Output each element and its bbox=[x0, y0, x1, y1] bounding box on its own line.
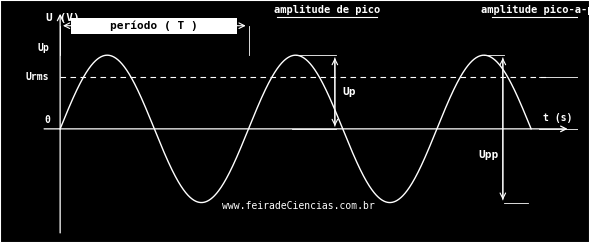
Text: t (s): t (s) bbox=[543, 113, 572, 123]
Text: U (V): U (V) bbox=[46, 13, 80, 23]
Text: Urms: Urms bbox=[25, 72, 49, 82]
Text: amplitude de pico: amplitude de pico bbox=[274, 5, 380, 15]
Text: Upp: Upp bbox=[478, 150, 498, 160]
Text: Up: Up bbox=[343, 87, 356, 97]
Text: amplitude pico-a-pico: amplitude pico-a-pico bbox=[481, 5, 590, 15]
Bar bbox=[71, 17, 237, 34]
Text: Up: Up bbox=[37, 43, 49, 53]
Text: 0: 0 bbox=[45, 115, 51, 125]
Text: www.feiradeCiencias.com.br: www.feiradeCiencias.com.br bbox=[222, 201, 375, 211]
Text: período ( T ): período ( T ) bbox=[110, 20, 198, 31]
